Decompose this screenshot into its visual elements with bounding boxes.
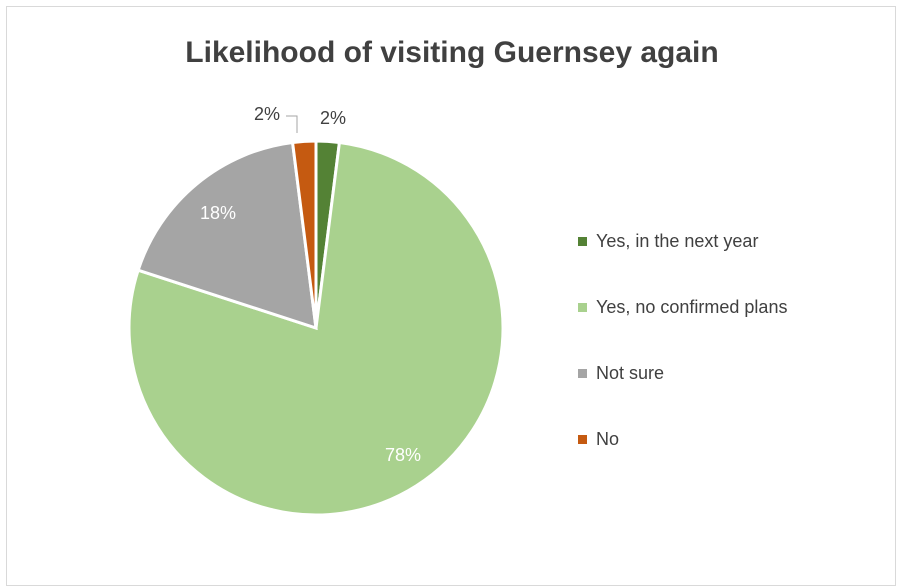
slice-not-sure xyxy=(136,140,318,331)
legend-label: Yes, in the next year xyxy=(596,230,759,251)
data-label-yes-next-year: 2% xyxy=(320,108,346,128)
pie-slices xyxy=(127,139,505,517)
legend-item-yes-next-year: Yes, in the next year xyxy=(578,208,787,274)
legend-item-yes-no-plans: Yes, no confirmed plans xyxy=(578,274,787,340)
slice-no xyxy=(290,139,318,329)
legend-swatch xyxy=(578,236,587,246)
legend-label: No xyxy=(596,428,620,449)
legend-swatch xyxy=(578,302,587,312)
pie-chart: 2% 78% 18% 2% xyxy=(127,104,505,517)
legend-label: Not sure xyxy=(596,362,665,383)
data-label-not-sure: 18% xyxy=(200,203,236,223)
legend-label: Yes, no confirmed plans xyxy=(596,296,788,317)
legend-item-no: No xyxy=(578,406,787,472)
legend-swatch xyxy=(578,434,587,444)
data-labels: 2% 78% 18% 2% xyxy=(200,104,421,465)
chart-title: Likelihood of visiting Guernsey again xyxy=(185,36,719,69)
data-label-yes-no-plans: 78% xyxy=(385,445,421,465)
legend-swatch xyxy=(578,368,587,378)
data-label-no: 2% xyxy=(254,104,280,124)
leader-lines xyxy=(286,115,298,133)
leader-line-no xyxy=(286,115,298,133)
legend-item-not-sure: Not sure xyxy=(578,340,787,406)
legend: Yes, in the next year Yes, no confirmed … xyxy=(578,208,787,472)
